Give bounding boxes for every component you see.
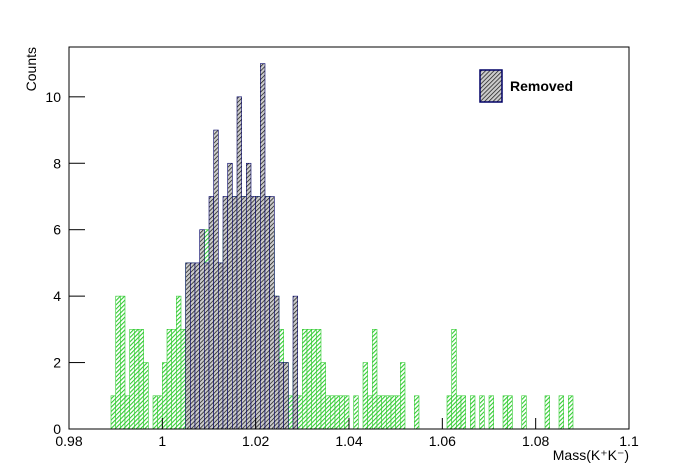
histogram-bar [138,329,144,430]
histogram-bar [152,395,158,430]
histogram-bar [320,362,326,430]
histogram-bar [456,395,462,430]
histogram-bar [124,395,130,430]
histogram-bar [381,395,387,430]
histogram-bar [488,395,494,430]
x-tick-label: 1.02 [242,433,269,449]
histogram-bar [353,395,359,430]
histogram-bar [367,395,373,430]
histogram-bar [334,395,340,430]
histogram-bar [311,329,317,430]
histogram-bar [460,395,466,430]
histogram-bar [115,295,121,430]
histogram-bar [376,395,382,430]
histogram-bar [306,329,312,430]
histogram-bar [479,395,485,430]
y-tick-label: 2 [53,355,61,371]
histogram-bar [204,262,210,430]
x-axis-label: Mass(K⁺K⁻) [553,447,629,463]
histogram-bar [302,329,308,430]
histogram-bar [292,295,298,430]
histogram-bar [325,395,331,430]
histogram-bar [180,329,186,430]
histogram-bar [288,395,294,430]
x-tick-label: 0.98 [55,433,82,449]
histogram-bar [362,362,368,430]
histogram-bar [558,395,564,430]
legend-swatch [479,69,503,103]
histogram-bar [222,196,228,430]
histogram-bar [297,395,303,430]
histogram-bar [507,395,513,430]
histogram-bar [344,395,350,430]
histogram-bar [283,362,289,430]
histogram-bar [162,362,168,430]
histogram-bar [400,362,406,430]
y-tick-label: 10 [45,89,61,105]
histogram-bar [395,395,401,430]
histogram-bar [339,395,345,430]
bars [110,63,574,430]
histogram-bar [274,295,280,430]
x-tick-label: 1.08 [522,433,549,449]
histogram-bar [143,362,149,430]
histogram-bar [502,395,508,430]
histogram-bar [521,395,527,430]
histogram-bar [544,395,550,430]
histogram-bar [110,395,116,430]
histogram-bar [241,196,247,430]
histogram-bar [330,395,336,430]
histogram-bar [451,329,457,430]
histogram-bar [269,196,275,430]
histogram-bar [199,229,205,430]
histogram-bar [176,295,182,430]
frame [68,46,630,430]
histogram-bar [157,395,163,430]
y-tick-label: 8 [53,155,61,171]
histogram-bar [260,63,266,430]
x-tick-label: 1.06 [429,433,456,449]
legend-label: Removed [510,78,573,94]
histogram-bar [232,196,238,430]
histogram-bar [470,395,476,430]
histogram-bar [213,129,219,430]
histogram-bar [120,295,126,430]
histogram-bar [236,96,242,430]
histogram-bar [264,196,270,430]
x-tick-label: 1 [158,433,166,449]
histogram-bar [446,395,452,430]
histogram-bar [129,329,135,430]
histogram-bar [134,329,140,430]
y-axis-label: Counts [23,47,39,91]
y-tick-label: 4 [53,288,61,304]
y-tick-label: 6 [53,222,61,238]
histogram-bar [390,395,396,430]
histogram-bar [185,262,191,430]
x-tick-label: 1.1 [619,433,639,449]
histogram-bar [218,262,224,430]
histogram-bar [414,395,420,430]
histogram-bar [568,395,574,430]
histogram-bar [227,162,233,430]
histogram-bar [208,196,214,430]
histogram-bar [255,196,261,430]
histogram-bar [166,329,172,430]
histogram-bar [190,262,196,430]
histogram-bar [171,329,177,430]
histogram-bar [372,329,378,430]
histogram-bar [194,262,200,430]
histogram-bar [246,162,252,430]
histogram-bar [316,329,322,430]
histogram-bar [386,395,392,430]
y-tick-label: 0 [53,421,61,437]
x-tick-label: 1.04 [335,433,362,449]
histogram-bar [250,196,256,430]
histogram-bar [278,362,284,430]
